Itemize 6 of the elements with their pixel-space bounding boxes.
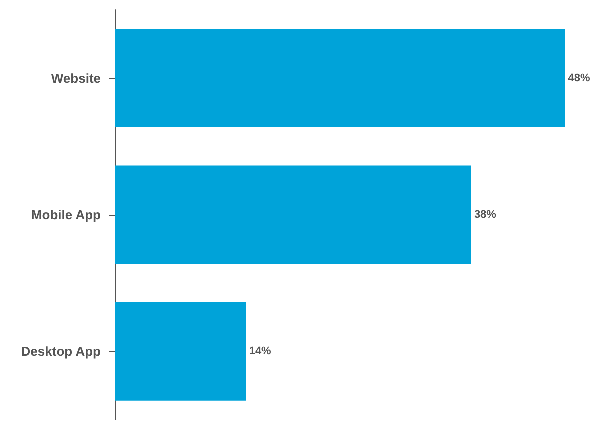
data-label: 14% bbox=[249, 346, 272, 358]
data-label: 38% bbox=[474, 209, 497, 221]
y-tick-label: Desktop App bbox=[21, 344, 102, 360]
data-label: 48% bbox=[568, 72, 590, 84]
y-tick-label: Mobile App bbox=[31, 208, 102, 222]
y-tick-label: Website bbox=[51, 70, 101, 86]
